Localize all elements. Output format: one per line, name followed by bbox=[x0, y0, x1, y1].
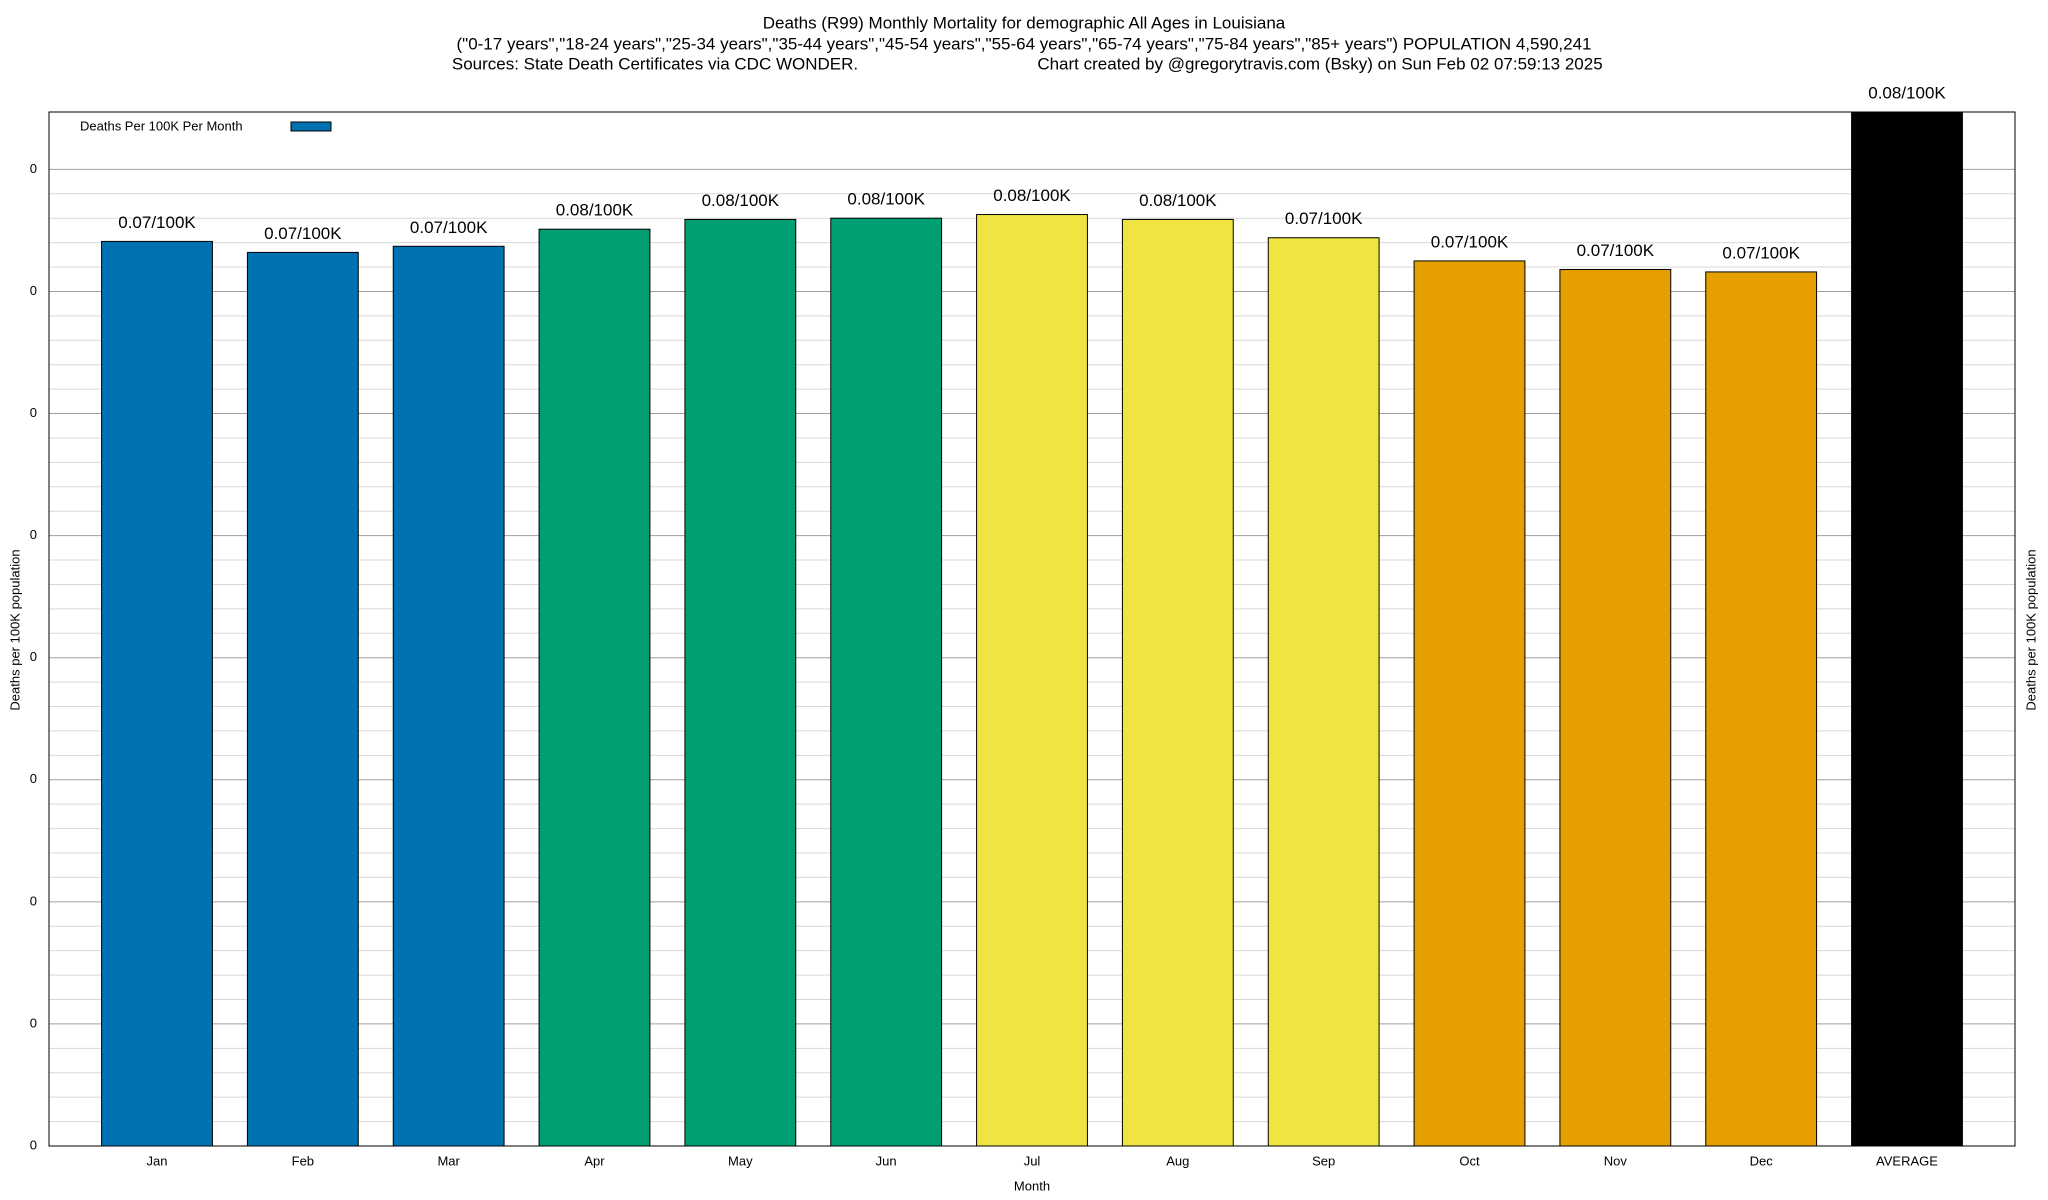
chart-title: Deaths (R99) Monthly Mortality for demog… bbox=[763, 13, 1286, 32]
value-label: 0.08/100K bbox=[1139, 191, 1217, 210]
x-tick-label: Jul bbox=[1024, 1153, 1041, 1168]
y-tick-label: 0 bbox=[30, 771, 37, 786]
y-tick-label: 0 bbox=[30, 161, 37, 176]
y-tick-label: 0 bbox=[30, 1137, 37, 1152]
x-tick-label: Mar bbox=[437, 1153, 460, 1168]
chart-subtitle: ("0-17 years","18-24 years","25-34 years… bbox=[457, 34, 1592, 53]
y-tick-label: 0 bbox=[30, 283, 37, 298]
x-tick-label: Aug bbox=[1166, 1153, 1189, 1168]
x-tick-label: Sep bbox=[1312, 1153, 1335, 1168]
x-tick-label: AVERAGE bbox=[1876, 1153, 1938, 1168]
value-label: 0.08/100K bbox=[702, 191, 780, 210]
y-axis-label: Deaths per 100K population bbox=[7, 549, 22, 710]
chart-credit: Chart created by @gregorytravis.com (Bsk… bbox=[1037, 54, 1602, 73]
bar bbox=[392, 245, 505, 1147]
value-label: 0.08/100K bbox=[1868, 83, 1946, 102]
y-tick-label: 0 bbox=[30, 649, 37, 664]
x-tick-label: May bbox=[728, 1153, 753, 1168]
bar bbox=[538, 228, 651, 1147]
x-tick-label: Nov bbox=[1604, 1153, 1628, 1168]
bar bbox=[1559, 268, 1672, 1147]
y-tick-label: 0 bbox=[30, 527, 37, 542]
y-tick-label: 0 bbox=[30, 405, 37, 420]
value-label: 0.07/100K bbox=[1431, 232, 1509, 251]
value-label: 0.07/100K bbox=[1722, 243, 1800, 262]
x-tick-label: Oct bbox=[1459, 1153, 1480, 1168]
value-label: 0.07/100K bbox=[1285, 209, 1363, 228]
bar bbox=[830, 217, 943, 1147]
bar bbox=[246, 251, 359, 1147]
y2-axis-label: Deaths per 100K population bbox=[2023, 549, 2038, 710]
bar bbox=[1267, 237, 1380, 1147]
bar bbox=[1705, 271, 1818, 1147]
x-tick-label: Apr bbox=[584, 1153, 605, 1168]
value-label: 0.08/100K bbox=[993, 186, 1071, 205]
bar bbox=[1121, 218, 1234, 1147]
x-axis-label: Month bbox=[1014, 1178, 1050, 1193]
bar bbox=[1413, 260, 1526, 1147]
value-label: 0.07/100K bbox=[264, 224, 342, 243]
value-label: 0.07/100K bbox=[1577, 241, 1655, 260]
x-tick-label: Feb bbox=[292, 1153, 314, 1168]
y-tick-label: 0 bbox=[30, 893, 37, 908]
bar bbox=[684, 218, 797, 1147]
x-tick-label: Jan bbox=[147, 1153, 168, 1168]
value-label: 0.08/100K bbox=[847, 190, 925, 209]
value-label: 0.08/100K bbox=[556, 201, 634, 220]
value-label: 0.07/100K bbox=[410, 218, 488, 237]
value-label: 0.07/100K bbox=[118, 213, 196, 232]
bar bbox=[976, 214, 1088, 1147]
x-tick-label: Dec bbox=[1750, 1153, 1774, 1168]
bar bbox=[1851, 111, 1963, 1147]
chart-source: Sources: State Death Certificates via CD… bbox=[452, 54, 858, 73]
x-tick-label: Jun bbox=[876, 1153, 897, 1168]
legend-swatch bbox=[290, 121, 332, 132]
bar bbox=[101, 240, 213, 1147]
y-tick-label: 0 bbox=[30, 1015, 37, 1030]
legend-label: Deaths Per 100K Per Month bbox=[80, 118, 243, 133]
